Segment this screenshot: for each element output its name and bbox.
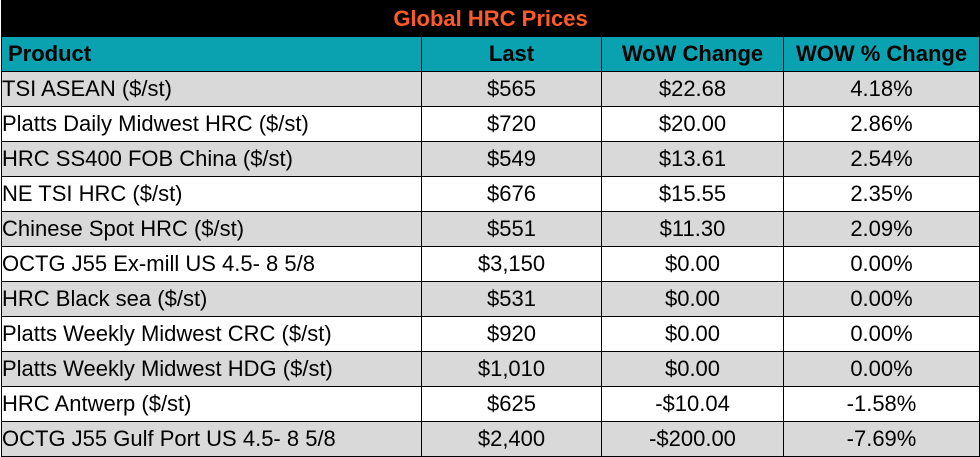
cell-product: HRC SS400 FOB China ($/st) (1, 141, 422, 177)
cell-product: Chinese Spot HRC ($/st) (1, 211, 422, 247)
cell-product: TSI ASEAN ($/st) (1, 71, 422, 107)
cell-wow-pct: 4.18% (782, 71, 980, 107)
cell-wow-pct: -7.69% (782, 421, 980, 457)
cell-wow-pct: 2.86% (782, 106, 980, 142)
header-wow-change: WoW Change (601, 36, 784, 72)
cell-last: $2,400 (421, 421, 602, 457)
cell-product: Platts Weekly Midwest CRC ($/st) (1, 316, 422, 352)
cell-last: $3,150 (421, 246, 602, 282)
table-row: Platts Weekly Midwest HDG ($/st) $1,010 $0… (1, 351, 980, 387)
cell-last: $551 (421, 211, 602, 247)
cell-product: HRC Black sea ($/st) (1, 281, 422, 317)
cell-wow-change: $15.55 (601, 176, 784, 212)
table-row: HRC SS400 FOB China ($/st) $549 $13.61 2.54… (1, 141, 980, 177)
cell-wow-change: $0.00 (601, 351, 784, 387)
table-row: HRC Antwerp ($/st) $625 -$10.04 -1.58% (1, 386, 980, 422)
cell-wow-change: $0.00 (601, 246, 784, 282)
table-row: HRC Black sea ($/st) $531 $0.00 0.00% (1, 281, 980, 317)
table-row: Platts Weekly Midwest CRC ($/st) $920 $0.0… (1, 316, 980, 352)
header-last: Last (421, 36, 602, 72)
cell-wow-pct: 0.00% (782, 351, 980, 387)
cell-product: Platts Weekly Midwest HDG ($/st) (1, 351, 422, 387)
cell-last: $1,010 (421, 351, 602, 387)
cell-wow-pct: 0.00% (782, 281, 980, 317)
table-title: Global HRC Prices (0, 0, 980, 37)
cell-product: NE TSI HRC ($/st) (1, 176, 422, 212)
cell-product: Platts Daily Midwest HRC ($/st) (1, 106, 422, 142)
cell-wow-pct: -1.58% (782, 386, 980, 422)
cell-wow-pct: 2.54% (782, 141, 980, 177)
header-row: Product Last WoW Change WOW % Change (1, 36, 980, 72)
cell-wow-pct: 2.35% (782, 176, 980, 212)
cell-product: OCTG J55 Ex-mill US 4.5- 8 5/8 (1, 246, 422, 282)
table-row: OCTG J55 Ex-mill US 4.5- 8 5/8 $3,150 $0.0… (1, 246, 980, 282)
cell-wow-change: $11.30 (601, 211, 784, 247)
cell-wow-change: $20.00 (601, 106, 784, 142)
cell-wow-pct: 0.00% (782, 246, 980, 282)
cell-last: $625 (421, 386, 602, 422)
cell-last: $531 (421, 281, 602, 317)
cell-wow-pct: 2.09% (782, 211, 980, 247)
cell-last: $920 (421, 316, 602, 352)
cell-product: OCTG J55 Gulf Port US 4.5- 8 5/8 (1, 421, 422, 457)
cell-product: HRC Antwerp ($/st) (1, 386, 422, 422)
header-wow-pct-change: WOW % Change (782, 36, 980, 72)
cell-wow-change: -$10.04 (601, 386, 784, 422)
table-row: OCTG J55 Gulf Port US 4.5- 8 5/8 $2,400 -$… (1, 421, 980, 457)
title-row: Global HRC Prices (0, 0, 980, 37)
header-product: Product (1, 36, 422, 72)
cell-last: $549 (421, 141, 602, 177)
cell-wow-change: $13.61 (601, 141, 784, 177)
cell-wow-change: $0.00 (601, 281, 784, 317)
cell-wow-change: -$200.00 (601, 421, 784, 457)
cell-last: $565 (421, 71, 602, 107)
cell-wow-pct: 0.00% (782, 316, 980, 352)
table-body: TSI ASEAN ($/st) $565 $22.68 4.18% Platts Da… (1, 71, 980, 457)
cell-last: $720 (421, 106, 602, 142)
cell-wow-change: $0.00 (601, 316, 784, 352)
cell-wow-change: $22.68 (601, 71, 784, 107)
table-row: Platts Daily Midwest HRC ($/st) $720 $20.0… (1, 106, 980, 142)
cell-last: $676 (421, 176, 602, 212)
table-row: NE TSI HRC ($/st) $676 $15.55 2.35% (1, 176, 980, 212)
table-row: TSI ASEAN ($/st) $565 $22.68 4.18% (1, 71, 980, 107)
table-row: Chinese Spot HRC ($/st) $551 $11.30 2.09% (1, 211, 980, 247)
